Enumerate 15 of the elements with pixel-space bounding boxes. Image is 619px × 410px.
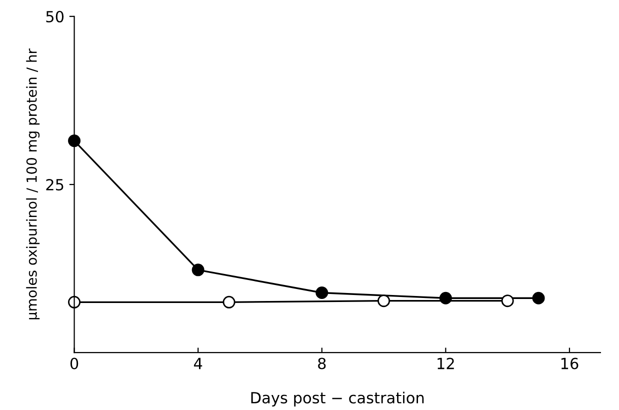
point: [501, 294, 514, 308]
x-tick-label: 16: [561, 358, 578, 370]
point: [222, 296, 236, 308]
point: [378, 294, 390, 308]
y-tick-label: 25: [46, 178, 64, 191]
x-tick-label: 4: [194, 358, 202, 370]
point: [192, 264, 204, 276]
y-tick-label: 50: [46, 10, 64, 22]
x-axis-title: Days post − castration: [251, 392, 424, 406]
point: [316, 286, 328, 300]
x-tick-label: 8: [318, 358, 326, 370]
y-axis-title: μmoles oxipurinol / 100 mg protein / hr: [26, 48, 40, 320]
x-tick-label: 0: [70, 358, 78, 370]
point: [532, 292, 545, 304]
x-tick-label: 12: [438, 358, 454, 370]
